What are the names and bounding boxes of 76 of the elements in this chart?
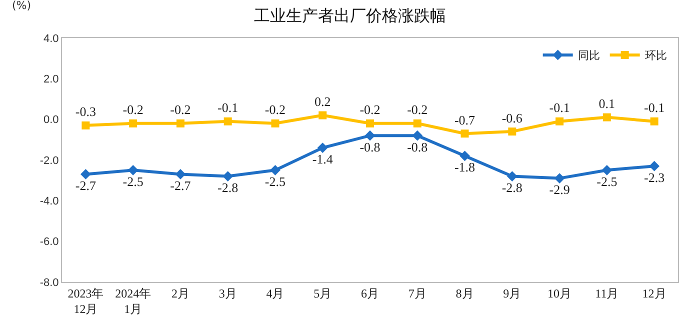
data-label: 0.2 [314,94,331,110]
y-tick-label: -8.0 [40,276,59,289]
point [129,119,138,128]
point [649,160,660,172]
point [271,119,280,128]
point [224,117,232,126]
data-label: -0.3 [75,104,96,120]
point [460,130,469,138]
x-tick-label: 7月 [408,286,426,300]
data-label: -1.8 [454,160,476,175]
data-label: -2.7 [75,178,96,193]
point [556,117,564,126]
x-tick-label: 12月 [642,286,666,300]
data-label: -2.5 [596,174,618,189]
data-label: -0.1 [549,100,570,116]
point [175,169,186,180]
x-tick-label: 3月 [218,286,237,300]
point [82,121,90,130]
x-tick-label: 11月 [595,286,619,300]
x-tick-label: 2023年 12月 [68,286,104,316]
point [602,113,611,122]
data-label: -0.7 [454,112,476,128]
x-tick-label: 9月 [503,286,522,300]
point [508,128,516,136]
point [602,164,612,176]
data-label: -0.2 [407,102,428,118]
y-tick-label: 2.0 [44,74,59,86]
legend-label: 环比 [644,49,667,62]
y-tick-label: -2.0 [40,154,59,167]
legend-label: 同比 [578,49,600,62]
data-label: -0.2 [264,102,286,118]
x-tick-label: 2月 [171,286,190,300]
data-label: -2.5 [264,174,286,189]
point [364,130,376,141]
x-tick-label: 5月 [314,286,332,300]
x-tick-label: 6月 [361,286,379,300]
y-tick-label: -6.0 [40,236,59,248]
point [222,171,234,182]
x-tick-label: 10月 [548,286,572,300]
x-tick-label: 8月 [456,286,474,300]
point [506,171,518,182]
point [176,119,184,128]
y-tick-label: 4.0 [44,32,59,45]
data-label: -0.2 [170,102,191,118]
y-axis-title: (%) [12,0,32,12]
data-label: 0.1 [598,96,616,112]
point [80,169,91,180]
data-label: -2.5 [122,174,144,189]
data-label: -0.1 [218,100,238,116]
data-label: -0.6 [502,110,523,126]
data-label: -2.3 [644,170,665,185]
point [460,150,470,162]
point [366,119,374,128]
point [128,164,138,176]
point [554,173,565,184]
data-label: -0.2 [360,102,380,118]
data-label: -2.9 [549,182,570,198]
point [412,130,423,141]
data-label: -0.1 [644,100,665,116]
data-label: -0.2 [122,102,144,118]
point [318,111,327,120]
data-label: -2.8 [218,180,238,196]
x-tick-label: 4月 [266,286,284,300]
point [270,164,280,176]
point [650,117,658,126]
point [413,119,422,128]
data-label: -0.8 [407,139,428,154]
y-tick-label: 0.0 [44,114,59,126]
data-label: -2.8 [502,180,522,196]
y-tick-label: -4.0 [40,196,59,208]
data-label: -2.7 [170,178,192,193]
point [317,142,328,153]
x-tick-label: 2024年 1月 [115,286,152,316]
data-label: -1.4 [312,152,334,167]
chart-title: 工业生产者出厂价格涨跌幅 [254,6,446,26]
data-label: -0.8 [360,139,380,154]
